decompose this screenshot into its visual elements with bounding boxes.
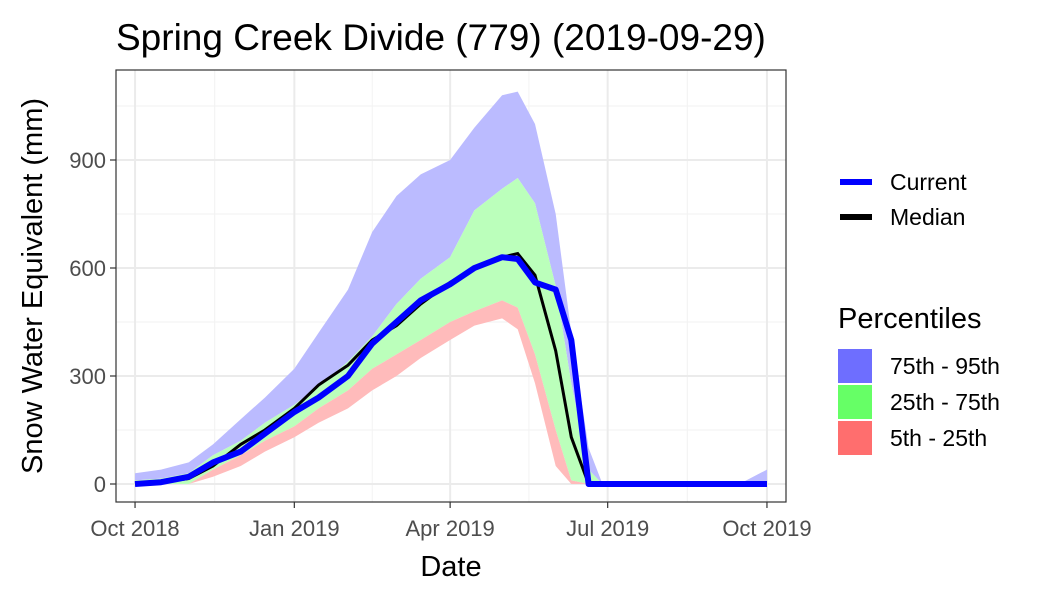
x-axis-title: Date [420,551,481,583]
x-tick-label: Oct 2018 [90,516,179,541]
legend-item-current: Current [840,169,967,195]
y-tick-label: 300 [69,364,106,389]
legend-item-median: Median [840,204,965,230]
legend-title: Percentiles [838,303,981,335]
x-axis: Oct 2018 Jan 2019 Apr 2019 Jul 2019 Oct 2019 [90,502,812,541]
legend-swatch-25-75 [838,385,872,419]
plot-border [115,69,787,503]
legend-label-median: Median [890,204,965,230]
x-tick-label: Apr 2019 [405,516,494,541]
current-line [134,254,767,487]
x-tick-label: Jul 2019 [566,516,649,541]
legend-item-5-25: 5th - 25th [838,421,987,455]
legend-item-25-75: 25th - 75th [838,385,1000,419]
x-tick-label: Oct 2019 [722,516,811,541]
legend: Current Median Percentiles 75th - 95th 2… [838,169,1000,455]
legend-swatch-75-95 [838,349,872,383]
legend-item-75-95: 75th - 95th [838,349,1000,383]
x-tick-label: Jan 2019 [249,516,340,541]
y-tick-label: 600 [69,256,106,281]
y-tick-label: 900 [69,148,106,173]
y-axis-title: Snow Water Equivalent (mm) [17,98,49,474]
legend-label-5-25: 5th - 25th [890,425,987,451]
band-75-95 [135,91,767,484]
y-axis: 0 300 600 900 [69,148,116,497]
y-tick-label: 0 [94,472,106,497]
legend-swatch-5-25 [838,421,872,455]
legend-label-current: Current [890,169,967,195]
band-5-25 [135,300,767,484]
legend-label-25-75: 25th - 75th [890,389,1000,415]
chart-title: Spring Creek Divide (779) (2019-09-29) [116,17,766,58]
legend-label-75-95: 75th - 95th [890,353,1000,379]
